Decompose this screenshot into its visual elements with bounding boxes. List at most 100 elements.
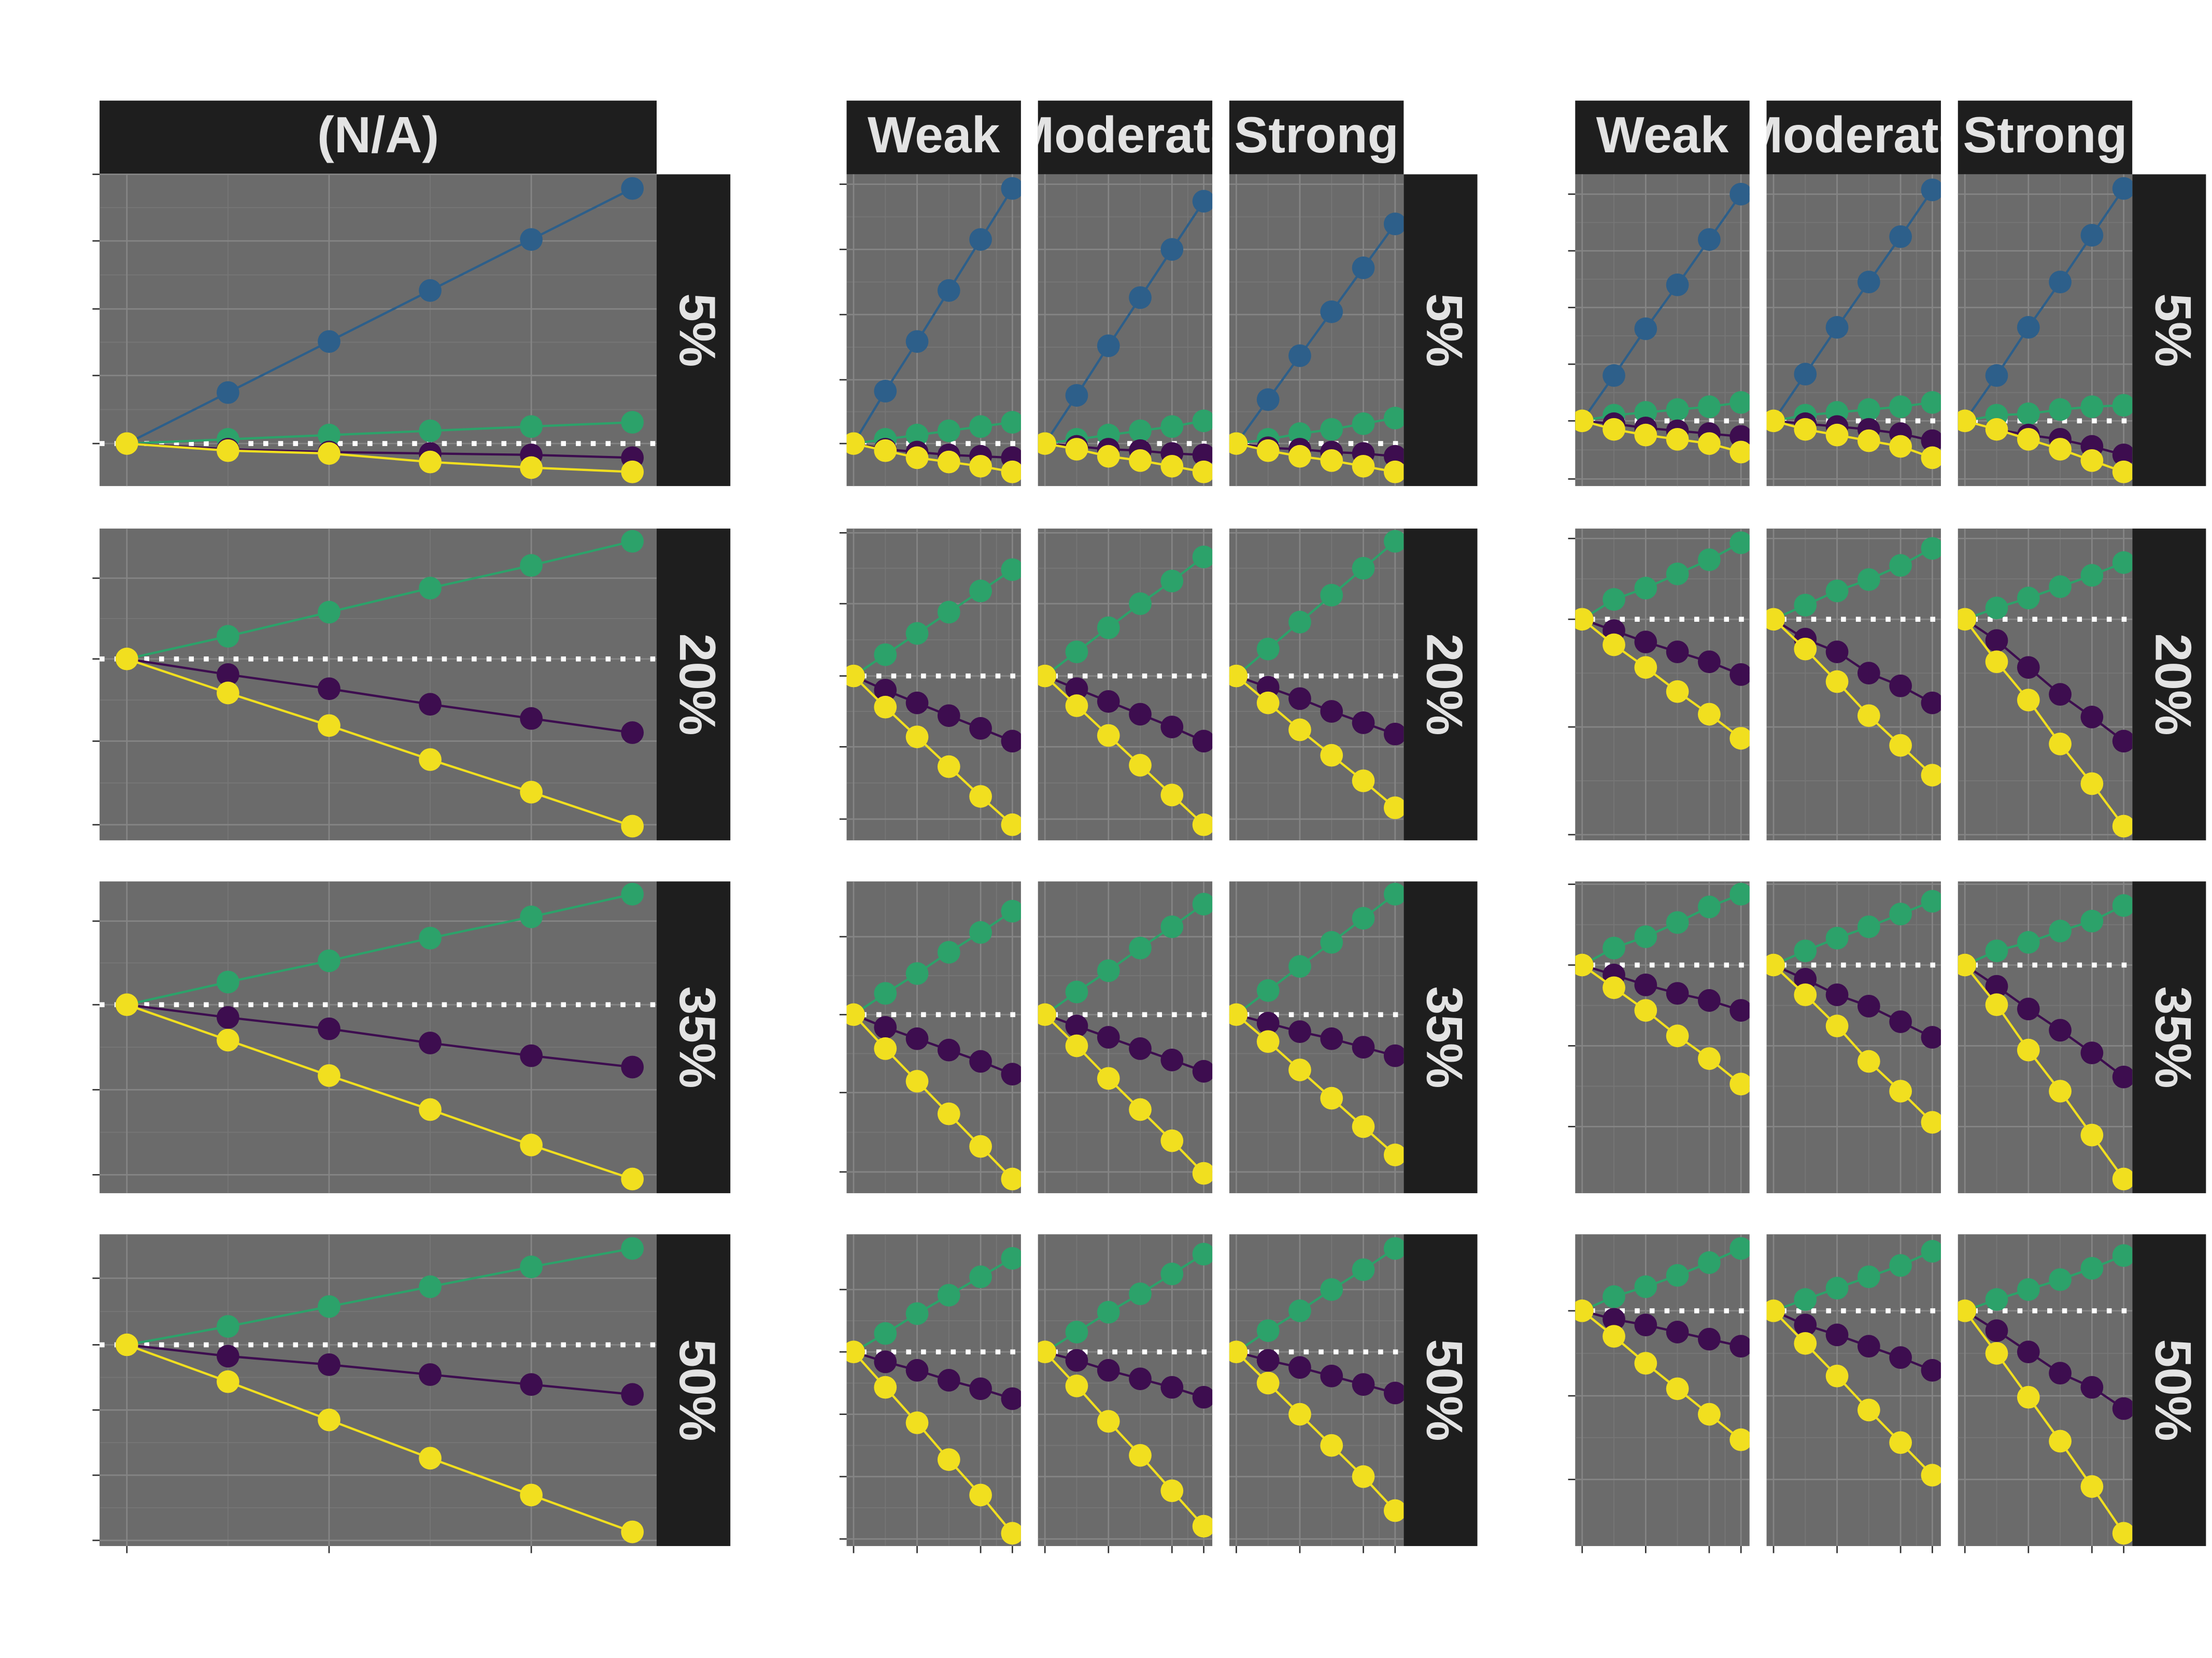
panel-plot — [1229, 882, 1404, 1166]
series-point — [1383, 1499, 1404, 1522]
series-point — [1603, 1285, 1625, 1308]
panel-plot — [1766, 537, 1941, 787]
series-point — [1320, 300, 1343, 323]
series-point — [1288, 610, 1311, 634]
series-point — [1603, 418, 1625, 441]
series-point — [1160, 915, 1184, 938]
panel-plot — [1958, 551, 2133, 838]
series-point — [1857, 915, 1880, 938]
panel-background — [1958, 881, 2133, 1193]
series-point — [318, 442, 341, 465]
series-point — [1794, 637, 1817, 661]
panel-background — [846, 1234, 1021, 1546]
series-point — [621, 411, 644, 434]
series-point — [937, 1102, 960, 1125]
series-point — [1160, 238, 1184, 261]
panel-plot — [1038, 893, 1213, 1185]
row-strip — [656, 881, 731, 1193]
series-point — [1129, 1367, 1152, 1391]
series-point — [1698, 1251, 1721, 1274]
series-line — [126, 658, 633, 827]
series-point — [937, 1038, 960, 1062]
series-point — [2049, 575, 2072, 598]
series-point — [1603, 633, 1625, 656]
series-point — [1229, 1003, 1248, 1026]
series-point — [1825, 670, 1849, 693]
series-point — [2112, 1397, 2133, 1420]
series-point — [2049, 398, 2072, 421]
series-point — [1634, 317, 1657, 340]
series-point — [1985, 418, 2008, 441]
panel-background — [1575, 1234, 1750, 1546]
series-point — [1160, 415, 1184, 438]
series-point — [1634, 423, 1657, 447]
series-point — [621, 721, 644, 744]
series-point — [905, 1411, 929, 1434]
series-point — [115, 1333, 138, 1356]
series-point — [1129, 1098, 1152, 1121]
row-strip — [656, 1234, 731, 1546]
panel-plot — [1575, 182, 1750, 464]
series-point — [1129, 1282, 1152, 1305]
series-point — [2080, 909, 2104, 933]
series-point — [2080, 1475, 2104, 1498]
series-point — [874, 695, 897, 719]
series-point — [969, 1265, 992, 1289]
series-point — [905, 1359, 929, 1382]
series-point — [1256, 1030, 1280, 1053]
series-point — [1698, 650, 1721, 674]
series-point — [1857, 429, 1880, 452]
series-point — [1160, 1048, 1184, 1071]
row-strip-label: 5% — [1416, 293, 1473, 367]
series-point — [1698, 1327, 1721, 1351]
row-strip — [1403, 174, 1478, 487]
row-strip-label: 20% — [2145, 633, 2202, 735]
series-point — [1857, 568, 1880, 591]
series-point — [969, 228, 992, 251]
series-point — [1192, 190, 1213, 213]
series-point — [419, 1275, 442, 1298]
series-point — [1729, 182, 1750, 206]
series-point — [905, 725, 929, 749]
series-point — [1729, 531, 1750, 554]
series-point — [2112, 1167, 2133, 1191]
column-strip — [1766, 101, 1941, 175]
series-point — [1097, 1026, 1120, 1049]
series-point — [2017, 1038, 2040, 1062]
series-point — [216, 381, 239, 404]
series-point — [969, 415, 992, 438]
series-point — [1698, 395, 1721, 418]
panel-background — [1766, 528, 1941, 840]
series-point — [1857, 1050, 1880, 1073]
series-point — [1001, 730, 1021, 753]
panel-background — [1229, 174, 1404, 487]
series-point — [621, 1237, 644, 1260]
series-point — [1857, 995, 1880, 1018]
series-point — [1065, 1321, 1088, 1343]
series-point — [419, 450, 442, 474]
series-point — [1857, 1265, 1880, 1289]
series-point — [1985, 939, 2008, 963]
series-point — [1729, 999, 1750, 1022]
column-strip — [1038, 101, 1213, 175]
series-point — [318, 677, 341, 701]
series-point — [1097, 1359, 1120, 1382]
panel-background — [100, 881, 657, 1193]
series-point — [1352, 256, 1375, 279]
series-point — [1889, 395, 1912, 418]
series-point — [1603, 976, 1625, 999]
series-point — [1001, 460, 1021, 483]
series-point — [419, 577, 442, 599]
row-strip — [1403, 881, 1478, 1193]
series-point — [1889, 1254, 1912, 1277]
series-point — [1256, 439, 1280, 462]
series-line — [126, 1343, 633, 1533]
series-point — [2080, 224, 2104, 247]
series-point — [1001, 177, 1021, 200]
series-point — [621, 1383, 644, 1406]
series-point — [1825, 983, 1849, 1006]
column-strip — [100, 101, 657, 175]
series-point — [1698, 895, 1721, 919]
series-point — [937, 419, 960, 442]
series-point — [937, 1283, 960, 1307]
